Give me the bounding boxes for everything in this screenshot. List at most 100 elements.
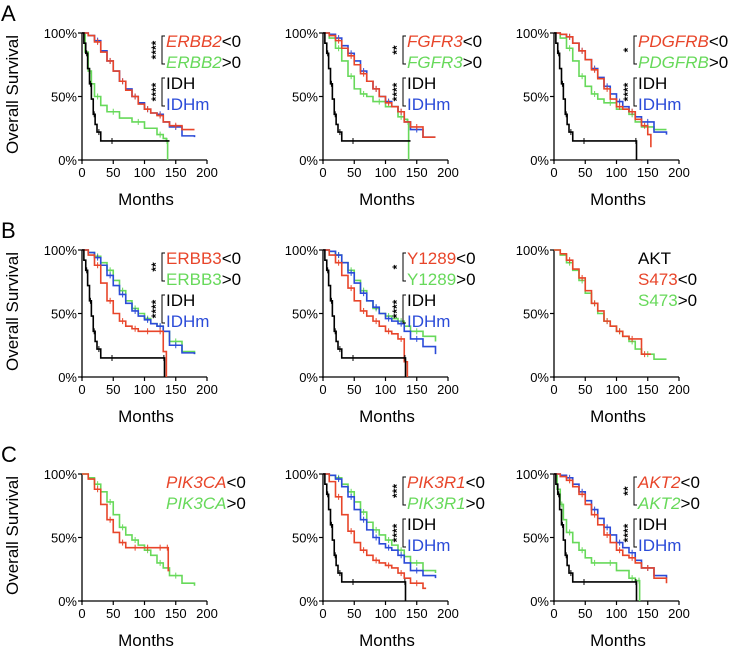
legend-name: IDH [638, 74, 667, 93]
x-tick-label: 0 [550, 165, 557, 180]
legend-name: FGFR3 [407, 53, 463, 72]
significance-bracket [161, 294, 165, 324]
legend-item-high: S473>0 [638, 291, 697, 310]
x-tick-label: 50 [578, 606, 592, 621]
legend-item-low: AKT2<0 [637, 473, 700, 492]
x-axis-label: Months [118, 631, 174, 650]
legend-name: IDHm [407, 95, 450, 114]
legend-suffix: >0 [222, 53, 241, 72]
significance-stars: ** [149, 262, 163, 272]
significance-bracket [402, 476, 406, 506]
x-tick-label: 50 [578, 165, 592, 180]
x-tick-label: 0 [78, 165, 85, 180]
legend-suffix: <0 [222, 249, 241, 268]
x-tick-label: 100 [134, 606, 156, 621]
km-panel-erbb2: Overall Survival 0% 50% 100% 0 50 100 150 200 Mon… [3, 26, 241, 209]
km-curve-low [323, 473, 427, 590]
significance-bracket [161, 77, 165, 107]
km-curve-idh [82, 249, 166, 377]
x-tick-label: 200 [437, 382, 459, 397]
legend-name: IDHm [407, 536, 450, 555]
significance-bracket [161, 35, 165, 65]
legend-item-IDHm: IDHm [638, 536, 681, 555]
x-tick-label: 0 [319, 606, 326, 621]
y-tick-label: 50% [51, 531, 77, 546]
legend-suffix: <0 [226, 473, 245, 492]
km-panel-pik3ca: Overall Survival 0% 50% 100% 0 50 100 150 200 Mon… [3, 467, 246, 650]
x-tick-label: 200 [437, 606, 459, 621]
legend-item-high: PDGFRB>0 [638, 53, 728, 72]
x-tick-label: 100 [606, 382, 628, 397]
y-tick-label: 100% [285, 467, 319, 482]
km-panel-fgfr3: 0%50%100%0 50 100 150 200MonthsFGFR3<0FGFR3>… [285, 26, 482, 209]
x-tick-label: 200 [196, 382, 218, 397]
legend-name: AKT2 [637, 494, 681, 513]
x-tick-label: 150 [406, 606, 428, 621]
y-tick-label: 0% [58, 153, 77, 168]
y-tick-label: 100% [44, 26, 78, 41]
legend-item-IDH: IDH [638, 515, 667, 534]
legend-suffix: >0 [678, 291, 697, 310]
x-tick-label: 200 [437, 165, 459, 180]
y-tick-label: 100% [516, 243, 550, 258]
legend-suffix: >0 [226, 494, 245, 513]
legend-suffix: <0 [222, 32, 241, 51]
legend-item-low: ERBB2<0 [166, 32, 241, 51]
significance-stars: **** [390, 82, 404, 101]
legend-name: IDH [638, 515, 667, 534]
legend-name: ERBB3 [166, 270, 222, 289]
significance-bracket [633, 518, 637, 548]
legend-name: IDHm [407, 312, 450, 331]
legend-item-IDHm: IDHm [407, 312, 450, 331]
y-tick-label: 0% [530, 594, 549, 609]
legend-name: IDHm [638, 536, 681, 555]
x-tick-label: 100 [134, 165, 156, 180]
significance-stars: **** [390, 299, 404, 318]
y-tick-label: 50% [523, 531, 549, 546]
legend-item-low: S473<0 [638, 270, 697, 289]
legend-item-IDHm: IDHm [166, 95, 209, 114]
y-tick-label: 0% [299, 153, 318, 168]
x-tick-label: 50 [347, 165, 361, 180]
significance-stars: ** [621, 486, 635, 496]
legend-suffix: <0 [456, 249, 475, 268]
significance-bracket [633, 35, 637, 65]
km-curve-idh [323, 473, 407, 601]
significance-stars: **** [149, 82, 163, 101]
legend-name: AKT [638, 249, 671, 268]
legend-name: PDGFRB [638, 53, 709, 72]
significance-bracket [402, 77, 406, 107]
legend-item-IDHm: IDHm [638, 95, 681, 114]
y-axis-label: Overall Survival [3, 476, 22, 595]
km-curve-low [323, 32, 436, 138]
legend-item-IDHm: IDHm [407, 536, 450, 555]
significance-bracket [402, 252, 406, 282]
x-tick-label: 100 [375, 165, 397, 180]
legend-name: Y1289 [407, 270, 456, 289]
significance-bracket [402, 294, 406, 324]
x-tick-label: 150 [637, 382, 659, 397]
row-label-b: B [1, 218, 16, 243]
row-label-c: C [1, 442, 17, 467]
legend-suffix: <0 [463, 32, 482, 51]
significance-bracket [633, 77, 637, 107]
legend-suffix: <0 [466, 473, 485, 492]
x-tick-label: 0 [550, 606, 557, 621]
y-tick-label: 100% [516, 26, 550, 41]
x-tick-label: 150 [637, 165, 659, 180]
legend-item-IDH: IDH [407, 74, 436, 93]
legend-name: PIK3CA [166, 473, 226, 492]
legend-name: PIK3R1 [407, 494, 466, 513]
significance-bracket [402, 518, 406, 548]
km-panel-pik3r1: 0%50%100%0 50 100 150 200MonthsPIK3R1<0PIK3R… [285, 467, 485, 650]
x-axis-label: Months [590, 407, 646, 426]
x-tick-label: 150 [637, 606, 659, 621]
y-tick-label: 0% [58, 594, 77, 609]
legend-suffix: >0 [709, 53, 728, 72]
y-tick-label: 0% [58, 370, 77, 385]
x-tick-label: 150 [406, 165, 428, 180]
y-tick-label: 50% [523, 307, 549, 322]
significance-stars: *** [390, 484, 404, 498]
km-curve-idhm [323, 473, 437, 579]
x-tick-label: 150 [165, 606, 187, 621]
